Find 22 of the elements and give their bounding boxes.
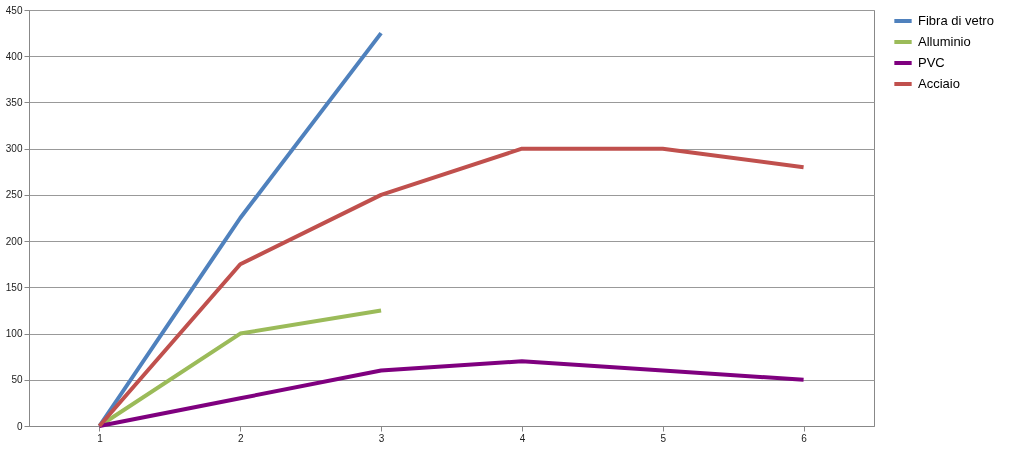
x-tick-label: 6 bbox=[801, 432, 808, 444]
y-tick-label: 0 bbox=[16, 420, 23, 432]
line-series bbox=[97, 146, 806, 428]
x-tick-label: 4 bbox=[519, 432, 526, 444]
line-series bbox=[97, 359, 806, 428]
legend-label: PVC bbox=[918, 55, 945, 70]
y-tick-label: 100 bbox=[5, 328, 23, 340]
x-tick-label: 1 bbox=[97, 432, 104, 444]
legend-label: Alluminio bbox=[918, 34, 971, 49]
y-tick-label: 250 bbox=[5, 189, 23, 201]
legend-label: Fibra di vetro bbox=[918, 13, 994, 28]
y-tick-label: 400 bbox=[5, 50, 23, 62]
x-tick-label: 3 bbox=[378, 432, 385, 444]
legend-label: Acciaio bbox=[918, 76, 960, 91]
y-tick-label: 150 bbox=[5, 281, 23, 293]
y-tick-label: 50 bbox=[11, 374, 23, 386]
y-tick-label: 350 bbox=[5, 96, 23, 108]
x-tick-label: 2 bbox=[237, 432, 244, 444]
y-tick-label: 200 bbox=[5, 235, 23, 247]
x-tick-label: 5 bbox=[660, 432, 667, 444]
y-tick-label: 300 bbox=[5, 143, 23, 155]
y-tick-label: 450 bbox=[5, 4, 23, 16]
